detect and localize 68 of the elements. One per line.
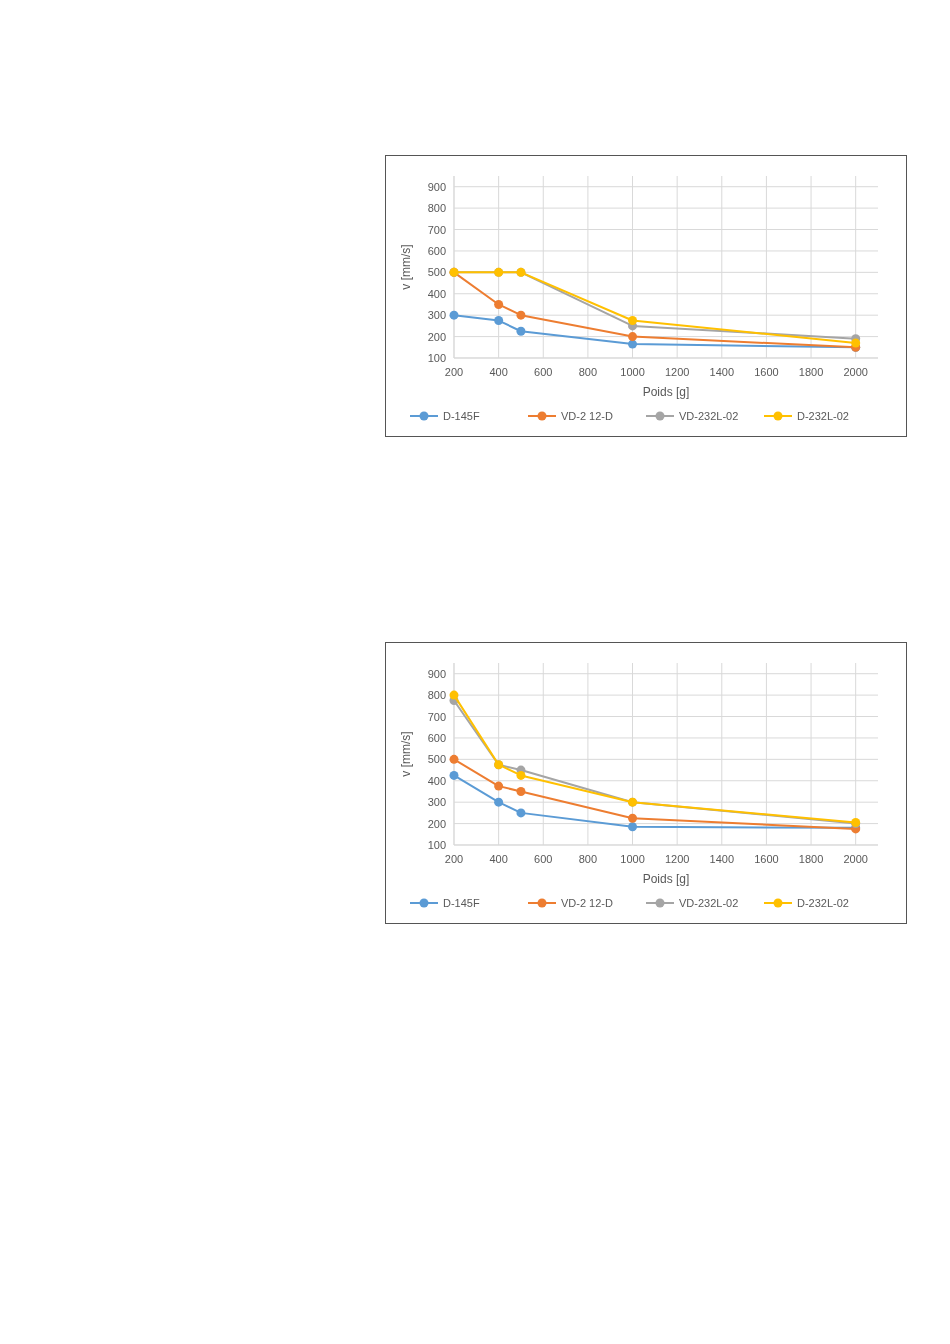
y-tick-label: 500 (427, 753, 446, 766)
x-tick-label: 400 (489, 366, 508, 378)
y-axis-title: v [mm/s] (399, 731, 413, 777)
y-tick-label: 300 (427, 309, 446, 322)
x-tick-label: 1400 (709, 853, 735, 865)
y-tick-label: 800 (427, 689, 446, 702)
point (516, 770, 526, 780)
x-tick-label: 1000 (620, 366, 645, 378)
y-tick-label: 200 (427, 330, 446, 343)
legend-label: D-232L-02 (797, 897, 849, 909)
legend-label: VD-232L-02 (679, 897, 739, 909)
legend-label: D-145F (443, 897, 480, 909)
point (628, 813, 638, 823)
y-tick-label: 700 (427, 710, 446, 723)
point (516, 808, 526, 818)
point (516, 326, 526, 336)
y-tick-label: 600 (427, 731, 446, 744)
x-tick-label: 1400 (709, 366, 735, 378)
point (628, 822, 638, 832)
y-tick-label: 800 (427, 202, 446, 215)
x-tick-label: 2000 (843, 366, 868, 378)
legend-label: VD-2 12-D (561, 410, 614, 422)
y-tick-label: 100 (427, 839, 446, 851)
y-tick-label: 300 (427, 796, 446, 809)
y-tick-label: 400 (427, 774, 446, 787)
legend-label: D-232L-02 (797, 410, 849, 422)
legend-label: VD-232L-02 (679, 410, 739, 422)
point (516, 310, 526, 320)
x-tick-label: 600 (534, 366, 553, 378)
x-tick-label: 400 (489, 853, 508, 865)
point (449, 770, 459, 780)
x-tick-label: 1200 (664, 853, 690, 865)
y-tick-label: 700 (427, 223, 446, 236)
x-tick-label: 1800 (798, 366, 824, 378)
point (494, 299, 504, 309)
y-tick-label: 500 (427, 266, 446, 279)
y-tick-label: 900 (427, 180, 446, 193)
y-tick-label: 900 (427, 667, 446, 680)
x-axis-title: Poids [g] (642, 385, 690, 399)
x-tick-label: 200 (444, 853, 464, 865)
point (851, 338, 861, 348)
x-axis-title: Poids [g] (642, 872, 690, 886)
point (494, 797, 504, 807)
x-tick-label: 1800 (798, 853, 824, 865)
point (449, 754, 459, 764)
y-tick-label: 600 (427, 244, 446, 257)
point (494, 316, 504, 326)
y-axis-title: v [mm/s] (399, 244, 413, 290)
point (494, 781, 504, 791)
x-tick-label: 800 (578, 853, 598, 865)
x-tick-label: 1000 (620, 853, 645, 865)
point (449, 310, 459, 320)
x-tick-label: 600 (534, 853, 553, 865)
x-tick-label: 1200 (664, 366, 690, 378)
point (628, 316, 638, 326)
point (449, 690, 459, 700)
y-tick-label: 100 (427, 352, 446, 364)
point (628, 332, 638, 342)
point (516, 786, 526, 796)
y-tick-label: 200 (427, 817, 446, 830)
legend-label: D-145F (443, 410, 480, 422)
x-tick-label: 800 (578, 366, 598, 378)
x-tick-label: 200 (444, 366, 464, 378)
y-tick-label: 400 (427, 287, 446, 300)
legend-label: VD-2 12-D (561, 897, 614, 909)
x-tick-label: 1600 (754, 366, 779, 378)
x-tick-label: 2000 (843, 853, 868, 865)
x-tick-label: 1600 (754, 853, 779, 865)
